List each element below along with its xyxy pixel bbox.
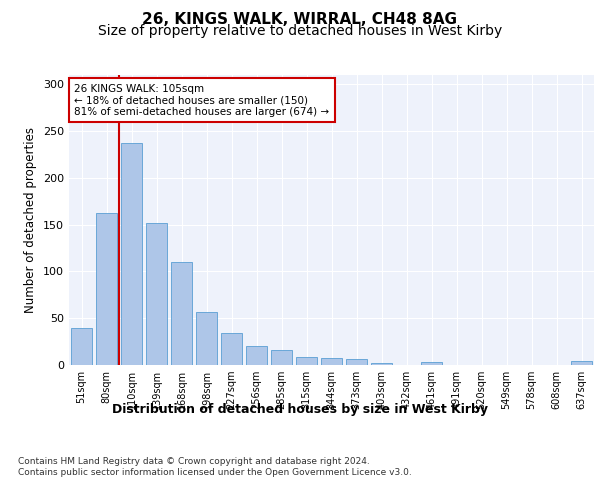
- Bar: [296, 356, 317, 365]
- Bar: [146, 223, 167, 365]
- Text: Contains HM Land Registry data © Crown copyright and database right 2024.
Contai: Contains HM Land Registry data © Crown c…: [18, 458, 412, 477]
- Text: 26 KINGS WALK: 105sqm
← 18% of detached houses are smaller (150)
81% of semi-det: 26 KINGS WALK: 105sqm ← 18% of detached …: [74, 84, 329, 117]
- Bar: [221, 333, 242, 365]
- Bar: [246, 346, 267, 365]
- Bar: [321, 358, 342, 365]
- Text: 26, KINGS WALK, WIRRAL, CH48 8AG: 26, KINGS WALK, WIRRAL, CH48 8AG: [143, 12, 458, 28]
- Bar: [571, 362, 592, 365]
- Bar: [371, 363, 392, 365]
- Bar: [121, 144, 142, 365]
- Text: Size of property relative to detached houses in West Kirby: Size of property relative to detached ho…: [98, 24, 502, 38]
- Bar: [271, 350, 292, 365]
- Bar: [421, 362, 442, 365]
- Bar: [171, 262, 192, 365]
- Y-axis label: Number of detached properties: Number of detached properties: [25, 127, 37, 313]
- Bar: [96, 214, 117, 365]
- Text: Distribution of detached houses by size in West Kirby: Distribution of detached houses by size …: [112, 402, 488, 415]
- Bar: [71, 328, 92, 365]
- Bar: [346, 360, 367, 365]
- Bar: [196, 312, 217, 365]
